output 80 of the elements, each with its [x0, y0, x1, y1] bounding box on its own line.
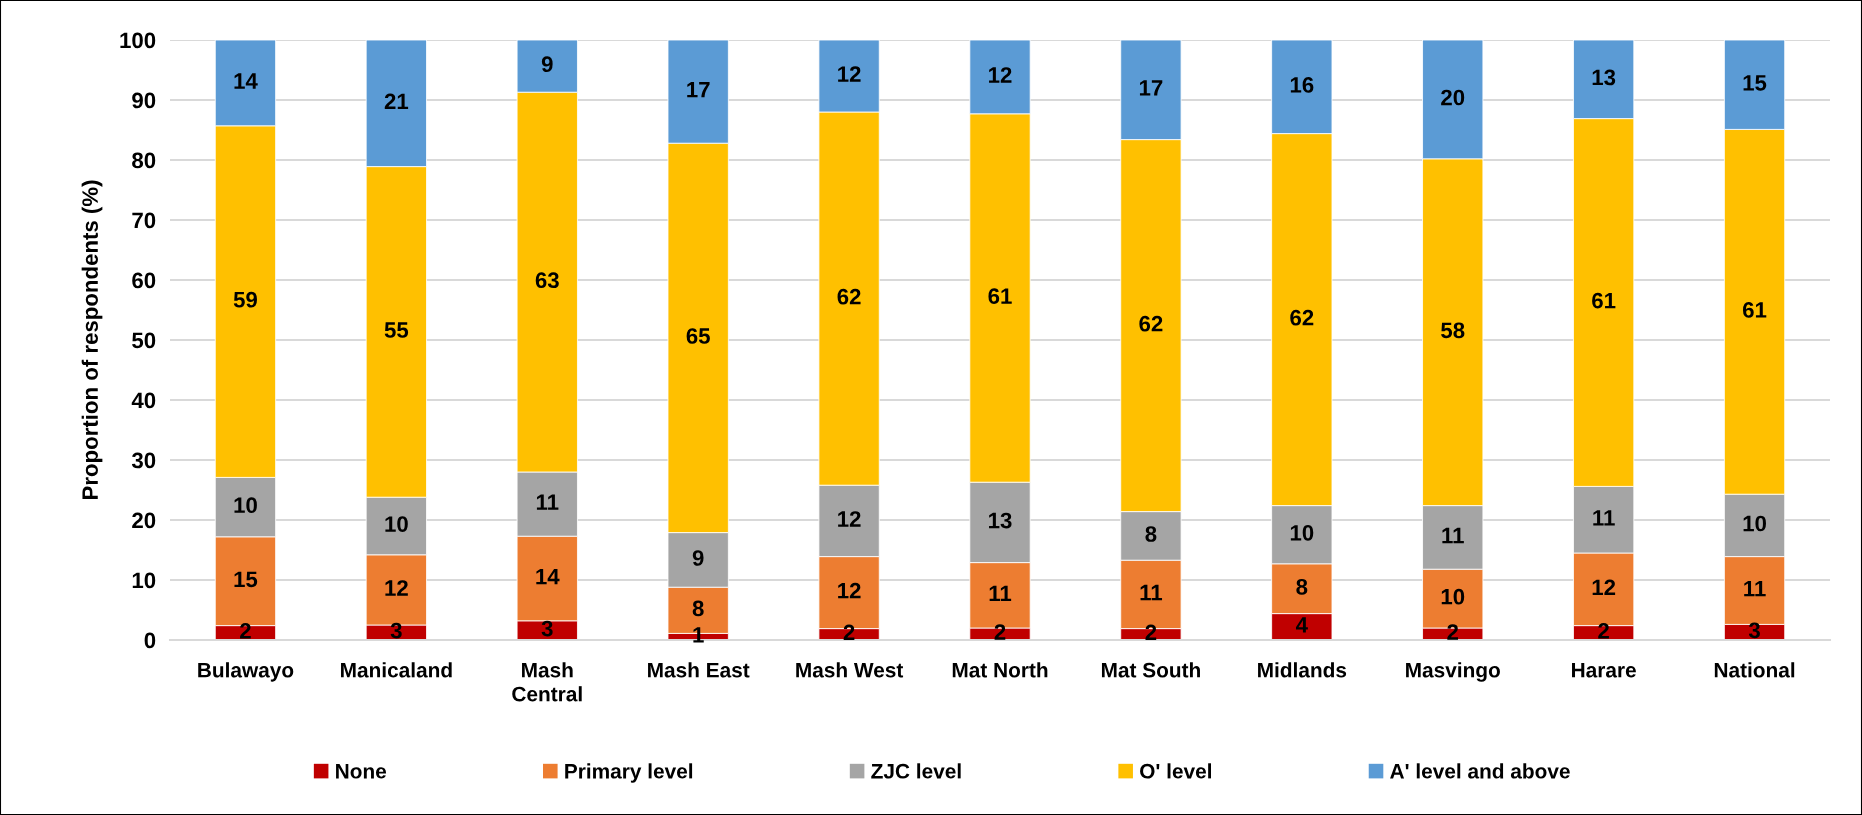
data-label: 11 — [1442, 527, 1464, 544]
data-label: 10 — [1743, 515, 1766, 532]
y-tick-label: 70 — [132, 212, 156, 229]
legend-label: Primary level — [565, 763, 693, 783]
x-tick-label: Masvingo — [1406, 662, 1500, 682]
data-label: 2 — [843, 624, 855, 641]
data-label: 12 — [838, 511, 861, 527]
data-label: 62 — [837, 288, 861, 305]
y-tick-label: 20 — [132, 512, 156, 529]
data-label: 2 — [1145, 624, 1157, 641]
x-tick-label: Mash East — [648, 662, 750, 678]
data-label: 59 — [233, 291, 257, 308]
data-label: 12 — [989, 67, 1012, 83]
legend-label: O' level — [1140, 763, 1212, 779]
x-tick-label: Midlands — [1258, 662, 1347, 678]
x-tick-label: Mat North — [952, 662, 1048, 678]
data-label: 17 — [687, 82, 710, 98]
data-label: 11 — [1593, 510, 1615, 526]
data-label: 2 — [240, 623, 251, 639]
data-label: 13 — [1592, 69, 1616, 86]
y-axis-title: Proportion of respondents (%) — [81, 180, 103, 499]
data-label: 12 — [838, 66, 861, 82]
data-label: 8 — [692, 600, 704, 617]
data-label: 61 — [1592, 292, 1616, 309]
data-label: 9 — [541, 56, 553, 73]
data-label: 8 — [1145, 526, 1157, 542]
data-label: 11 — [989, 585, 1012, 602]
data-label: 10 — [1290, 524, 1314, 541]
y-tick-label: 0 — [144, 632, 156, 649]
data-label: 61 — [1743, 302, 1767, 318]
data-label: 9 — [692, 550, 704, 566]
legend-label: None — [336, 764, 387, 779]
data-label: 10 — [234, 497, 257, 514]
data-label: 61 — [988, 288, 1012, 304]
legend-label: A' level and above — [1390, 763, 1570, 779]
y-tick-label: 30 — [131, 452, 156, 469]
data-label: 10 — [385, 516, 408, 532]
x-tick-label: Bulawayo — [198, 662, 294, 682]
data-label: 63 — [535, 272, 559, 289]
data-label: 14 — [234, 73, 258, 89]
x-tick-label: Mash Central — [512, 662, 582, 702]
y-tick-label: 80 — [132, 152, 156, 169]
data-label: 12 — [385, 580, 408, 596]
data-label: 62 — [1139, 315, 1163, 332]
data-label: 4 — [1295, 617, 1308, 633]
data-label: 2 — [1598, 623, 1609, 639]
y-tick-label: 10 — [132, 572, 156, 589]
y-tick-label: 60 — [132, 272, 156, 289]
data-label: 12 — [1592, 579, 1616, 596]
y-tick-label: 40 — [131, 392, 156, 409]
data-label: 3 — [390, 622, 402, 639]
data-label: 11 — [1140, 584, 1163, 601]
data-label: 11 — [1744, 580, 1766, 597]
data-label: 58 — [1441, 322, 1465, 339]
data-label: 65 — [686, 328, 710, 344]
data-label: 21 — [384, 93, 409, 110]
data-label: 62 — [1290, 309, 1314, 326]
data-label: 3 — [541, 620, 553, 637]
data-label: 12 — [838, 582, 861, 599]
data-label: 20 — [1441, 89, 1465, 106]
y-tick-label: 90 — [132, 92, 156, 109]
x-tick-label: Mash West — [796, 662, 904, 678]
x-tick-label: Mat South — [1101, 662, 1200, 678]
data-label: 15 — [234, 571, 258, 588]
data-label: 11 — [536, 494, 559, 510]
data-label: 13 — [989, 512, 1012, 529]
data-label: 17 — [1139, 80, 1163, 96]
data-label: 16 — [1290, 77, 1314, 93]
data-label: 10 — [1441, 588, 1465, 605]
y-tick-label: 100 — [120, 32, 156, 49]
x-tick-label: Manicaland — [341, 662, 452, 678]
data-label: 8 — [1296, 578, 1308, 595]
x-tick-label: Harare — [1572, 662, 1636, 678]
data-label: 14 — [536, 568, 560, 585]
y-tick-label: 50 — [132, 332, 156, 349]
data-label: 3 — [1748, 622, 1760, 639]
data-label: 15 — [1743, 75, 1767, 91]
legend-label: ZJC level — [871, 763, 961, 779]
x-tick-label: National — [1714, 662, 1795, 678]
data-label: 55 — [384, 322, 409, 338]
